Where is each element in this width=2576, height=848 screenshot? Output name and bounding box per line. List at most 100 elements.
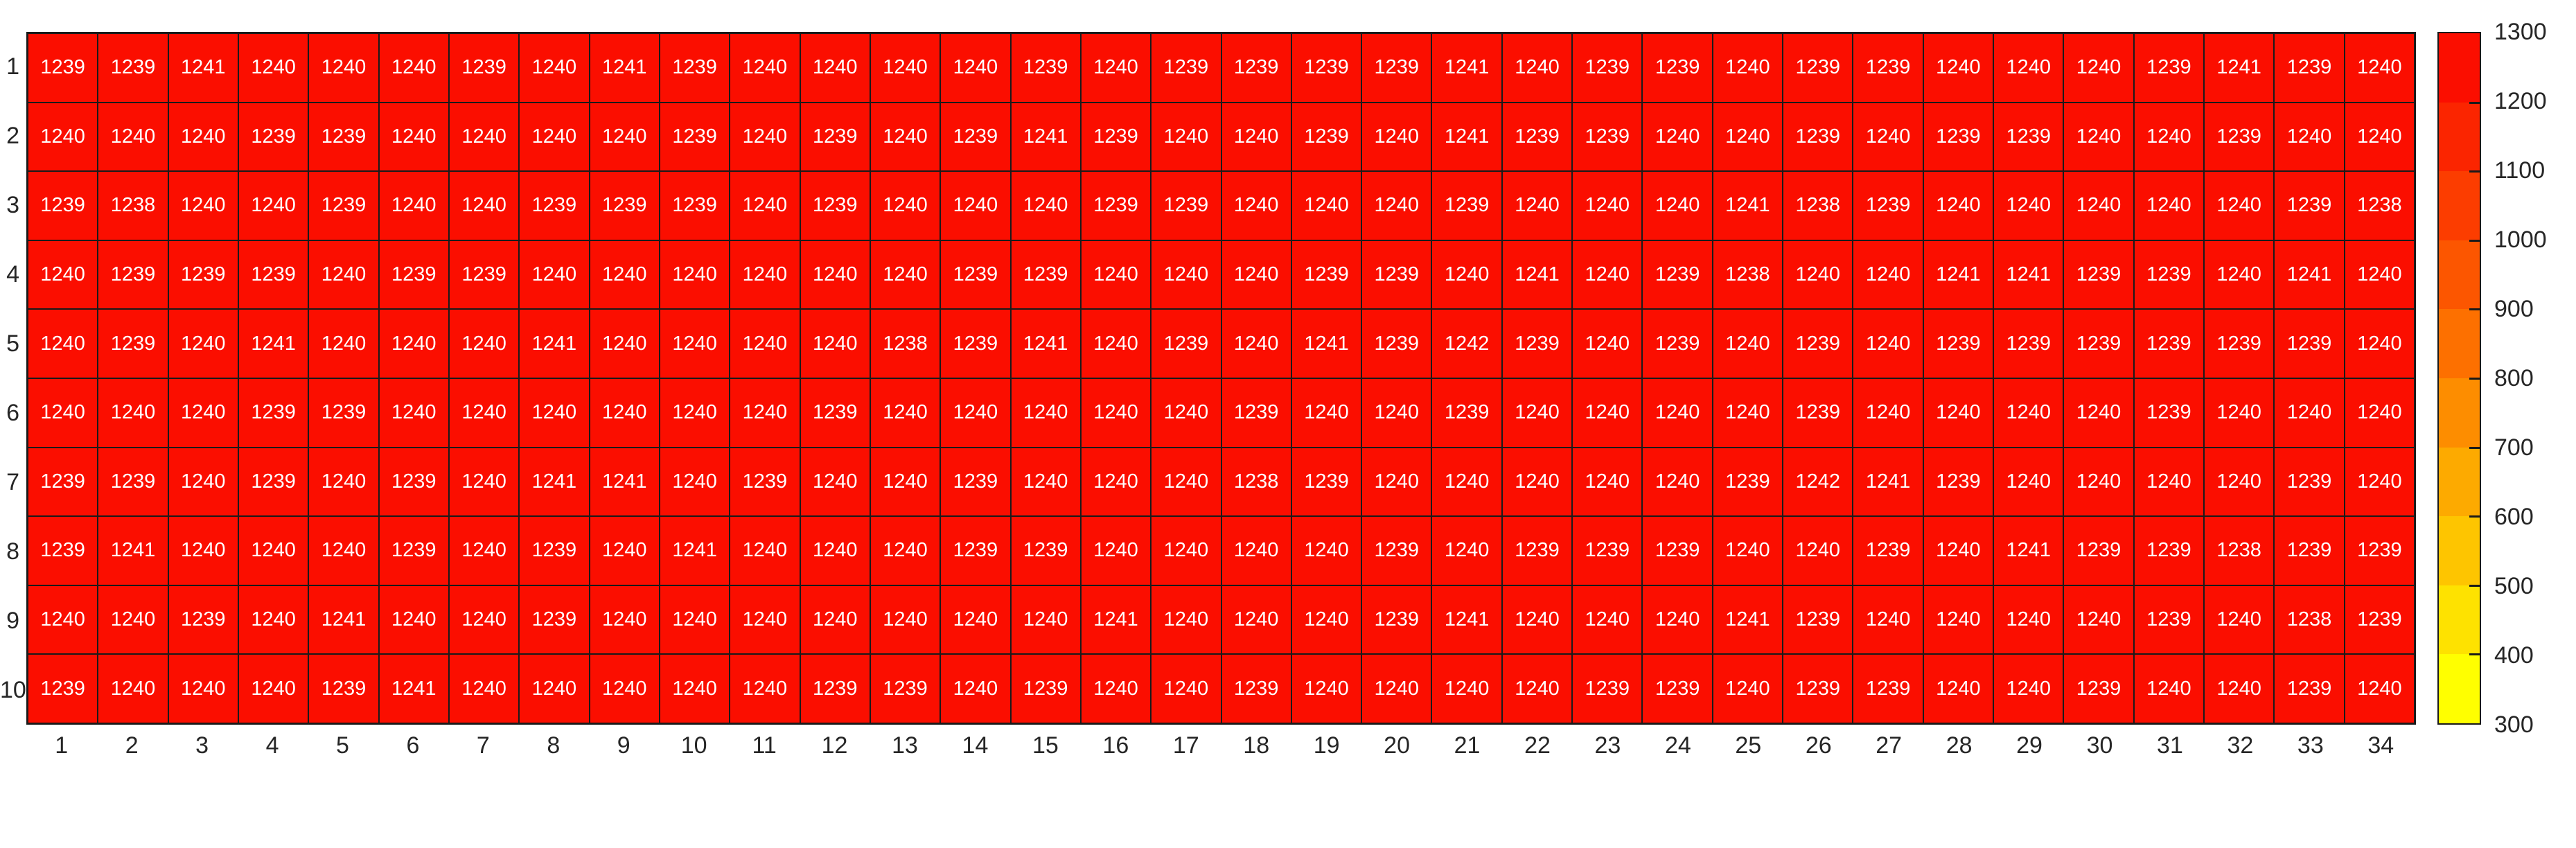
heatmap-cell: 1239 <box>2275 310 2344 378</box>
heatmap-cell: 1240 <box>1853 378 1923 447</box>
heatmap-cell: 1239 <box>98 240 168 309</box>
heatmap-cell: 1240 <box>1362 655 1431 723</box>
heatmap-cell: 1242 <box>1432 310 1501 378</box>
heatmap-cell: 1239 <box>2064 310 2133 378</box>
heatmap-cell: 1240 <box>2064 378 2133 447</box>
heatmap-cell: 1240 <box>238 517 308 585</box>
heatmap-cell: 1240 <box>1081 240 1151 309</box>
heatmap-cell: 1239 <box>1011 655 1080 723</box>
heatmap-cell: 1239 <box>1573 655 1642 723</box>
heatmap-cell: 1239 <box>1152 34 1221 102</box>
col-label: 21 <box>1454 732 1481 759</box>
heatmap-cell: 1239 <box>590 172 659 240</box>
heatmap-cell: 1240 <box>1291 172 1361 240</box>
heatmap-cell: 1240 <box>660 240 730 309</box>
heatmap-cell: 1240 <box>590 310 659 378</box>
heatmap-cell: 1240 <box>238 34 308 102</box>
colorbar-tick-label: 300 <box>2494 712 2534 738</box>
heatmap-cell: 1240 <box>870 240 940 309</box>
heatmap-cell: 1239 <box>1362 240 1431 309</box>
heatmap-cell: 1240 <box>1994 34 2063 102</box>
col-label: 14 <box>962 732 989 759</box>
colorbar-band <box>2439 516 2480 585</box>
heatmap-cell: 1240 <box>730 655 800 723</box>
heatmap-cell: 1239 <box>238 448 308 516</box>
heatmap-cell: 1240 <box>1081 448 1151 516</box>
heatmap-cell: 1240 <box>590 585 659 654</box>
heatmap-cell: 1240 <box>1643 172 1712 240</box>
heatmap-cell: 1241 <box>520 310 589 378</box>
heatmap-cell: 1240 <box>2345 34 2414 102</box>
heatmap-cell: 1240 <box>590 240 659 309</box>
heatmap-cell: 1240 <box>28 585 98 654</box>
heatmap-cell: 1240 <box>309 448 378 516</box>
heatmap-cell: 1240 <box>800 585 870 654</box>
heatmap-cell: 1239 <box>1643 655 1712 723</box>
heatmap-cell: 1240 <box>870 517 940 585</box>
col-label: 12 <box>821 732 848 759</box>
heatmap-cell: 1240 <box>1713 103 1783 171</box>
heatmap-cell: 1239 <box>520 172 589 240</box>
heatmap-cell: 1238 <box>1221 448 1291 516</box>
heatmap-cell: 1240 <box>2134 655 2204 723</box>
heatmap-cell: 1240 <box>1221 240 1291 309</box>
heatmap-cell: 1239 <box>1713 448 1783 516</box>
heatmap-cell: 1239 <box>168 240 238 309</box>
heatmap-cell: 1239 <box>28 172 98 240</box>
heatmap-cell: 1240 <box>168 517 238 585</box>
heatmap-cell: 1239 <box>730 448 800 516</box>
heatmap-cell: 1240 <box>1573 448 1642 516</box>
heatmap-cell: 1239 <box>2134 240 2204 309</box>
heatmap-cell: 1240 <box>2134 172 2204 240</box>
heatmap-cell: 1239 <box>28 448 98 516</box>
colorbar-tick-label: 500 <box>2494 573 2534 599</box>
heatmap-cell: 1240 <box>730 240 800 309</box>
heatmap-cell: 1240 <box>1221 103 1291 171</box>
heatmap-cell: 1241 <box>1923 240 1993 309</box>
heatmap-cell: 1240 <box>941 378 1010 447</box>
heatmap-cell: 1239 <box>238 240 308 309</box>
heatmap-cell: 1240 <box>1081 655 1151 723</box>
heatmap-cell: 1241 <box>590 34 659 102</box>
heatmap-cell: 1240 <box>1713 517 1783 585</box>
heatmap-cell: 1240 <box>1152 585 1221 654</box>
heatmap-cell: 1240 <box>1573 240 1642 309</box>
heatmap-cell: 1239 <box>379 448 448 516</box>
heatmap-cell: 1239 <box>2205 103 2274 171</box>
heatmap-cell: 1238 <box>2275 585 2344 654</box>
heatmap-cell: 1240 <box>1081 517 1151 585</box>
heatmap-cell: 1240 <box>1643 448 1712 516</box>
heatmap-cell: 1240 <box>1853 585 1923 654</box>
colorbar-tick <box>2469 378 2480 380</box>
heatmap-cell: 1240 <box>1502 585 1572 654</box>
heatmap-cell: 1240 <box>660 655 730 723</box>
heatmap-cell: 1240 <box>590 103 659 171</box>
heatmap-cell: 1239 <box>1923 103 1993 171</box>
heatmap-cell: 1239 <box>168 585 238 654</box>
heatmap-cell: 1240 <box>1081 378 1151 447</box>
heatmap-cell: 1240 <box>168 310 238 378</box>
heatmap-cell: 1238 <box>2205 517 2274 585</box>
heatmap-cell: 1240 <box>168 103 238 171</box>
heatmap-cell: 1240 <box>238 172 308 240</box>
heatmap-cell: 1239 <box>1011 240 1080 309</box>
heatmap-cell: 1239 <box>238 103 308 171</box>
heatmap-cell: 1240 <box>1362 378 1431 447</box>
heatmap-cell: 1241 <box>1432 103 1501 171</box>
heatmap-cell: 1240 <box>660 585 730 654</box>
heatmap-cell: 1240 <box>98 103 168 171</box>
heatmap-cell: 1240 <box>1923 378 1993 447</box>
heatmap-cell: 1240 <box>2205 448 2274 516</box>
colorbar-tick <box>2469 308 2480 311</box>
heatmap-cell: 1240 <box>2064 585 2133 654</box>
heatmap-cell: 1239 <box>1783 585 1853 654</box>
heatmap-cell: 1240 <box>1923 172 1993 240</box>
heatmap-cell: 1240 <box>1923 655 1993 723</box>
col-label: 8 <box>547 732 561 759</box>
heatmap-grid: 1239 1239 1241 1240 1240 1240 1239 1240 1241 1239… <box>26 32 2416 725</box>
heatmap-cell: 1239 <box>800 378 870 447</box>
col-label: 23 <box>1594 732 1621 759</box>
heatmap-cell: 1240 <box>1221 310 1291 378</box>
heatmap-cell: 1239 <box>1643 34 1712 102</box>
